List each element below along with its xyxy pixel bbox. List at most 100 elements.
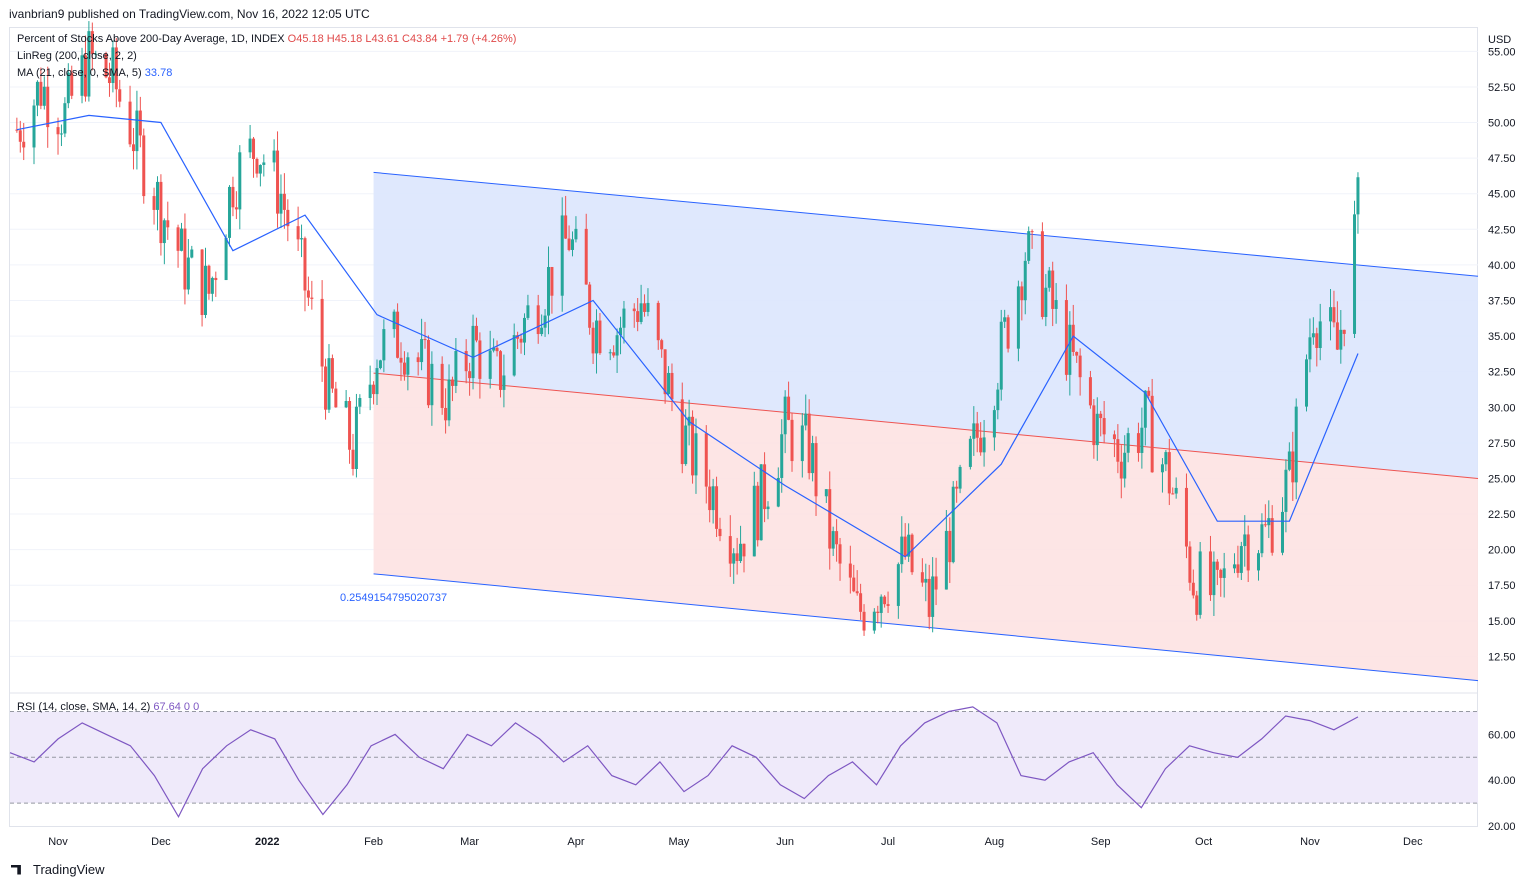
price-tick-label: 17.50 (1488, 580, 1516, 592)
candle-body (718, 528, 722, 537)
candle-body (1342, 329, 1346, 334)
candle-body (691, 416, 695, 476)
candle-body (975, 423, 979, 438)
price-tick-label: 15.00 (1488, 616, 1516, 628)
candle-body (982, 437, 986, 453)
candle-body (300, 238, 304, 240)
candle-body (375, 368, 379, 395)
channel-upper-fill (373, 172, 1479, 479)
candle-body (128, 101, 132, 145)
candle-body (522, 317, 526, 343)
candle-body (632, 308, 636, 312)
candle-body (732, 553, 736, 564)
candle-body (423, 339, 427, 341)
candle-body (900, 536, 904, 565)
candle-body (536, 305, 540, 335)
candle-body (879, 596, 883, 613)
candle-body (526, 305, 530, 318)
candle-body (903, 536, 907, 557)
candle-body (1260, 524, 1264, 554)
candle-body (992, 410, 996, 438)
candle-body (560, 215, 564, 296)
candle-body (464, 351, 468, 372)
candle-body (1246, 534, 1250, 571)
candle-body (1232, 564, 1236, 569)
candle-body (1308, 337, 1312, 360)
candle-body (282, 193, 286, 210)
candle-body (39, 81, 43, 106)
candle-body (787, 396, 791, 420)
candle-body (1311, 333, 1315, 338)
rsi-polyline (9, 706, 1359, 819)
candle-body (1219, 569, 1223, 578)
candle-body (584, 228, 588, 285)
candle-body (1171, 493, 1175, 495)
candle-body (416, 357, 420, 363)
candle-body (399, 357, 403, 363)
ma-polyline (16, 114, 1359, 558)
legend-rsi-label: RSI (14, close, SMA, 14, 2) (17, 701, 151, 713)
candle-body (368, 384, 372, 398)
price-tick-label: 12.50 (1488, 651, 1516, 663)
candle-body (639, 303, 643, 322)
candle-body (296, 226, 300, 240)
candle-body (310, 297, 314, 299)
candle-body (248, 138, 252, 153)
candle-body (1284, 469, 1288, 512)
candle-body (776, 477, 780, 507)
candle-body (183, 228, 187, 290)
legend-linreg-label: LinReg (200, close, 2, 2) (17, 50, 137, 62)
candle-body (896, 564, 900, 606)
candle-body (358, 397, 362, 407)
legend-main: Percent of Stocks Above 200-Day Average,… (17, 33, 516, 45)
candle-body (800, 425, 804, 462)
candle-body (1003, 317, 1007, 322)
candle-body (595, 320, 599, 354)
candle-body (207, 265, 211, 294)
candle-body (1092, 405, 1096, 446)
candle-body (1006, 317, 1010, 349)
candle-body (118, 89, 122, 102)
channel-upper-line (373, 171, 1479, 277)
candle-body (543, 315, 547, 328)
candle-body (728, 536, 732, 564)
candle-body (872, 611, 876, 631)
candle-body (344, 400, 348, 408)
price-tick-label: 22.50 (1488, 509, 1516, 521)
candle-body (66, 72, 70, 104)
legend-ohlc: O45.18 H45.18 L43.61 C43.84 +1.79 (+4.26… (287, 33, 517, 45)
candle-body (1212, 561, 1216, 596)
candle-body (440, 363, 444, 408)
candle-body (135, 110, 139, 152)
legend-ma-label: MA (21, close, 0, SMA, 5) (17, 67, 142, 79)
candle-body (1064, 300, 1068, 375)
candle-body (498, 351, 502, 390)
candle-body (15, 129, 19, 131)
candle-body (824, 489, 828, 497)
candle-body (1016, 286, 1020, 349)
candle-body (1023, 260, 1027, 301)
candle-body (478, 340, 482, 379)
candle-body (252, 138, 256, 159)
rsi-tick-label: 40.00 (1488, 775, 1516, 787)
candle-body (131, 144, 135, 152)
candle-body (1030, 231, 1034, 233)
candle-body (255, 158, 259, 174)
time-tick-label: Mar (460, 836, 479, 848)
rsi-band (10, 711, 1478, 804)
candle-body (35, 81, 39, 106)
candle-body (138, 110, 142, 136)
candle-body (763, 464, 767, 510)
candle-body (656, 302, 660, 341)
candle-body (766, 506, 770, 510)
candle-body (855, 591, 859, 594)
candle-body (327, 358, 331, 410)
candle-body (1078, 355, 1082, 378)
candle-body (1315, 333, 1319, 349)
candle-body (444, 407, 448, 421)
candle-body (756, 485, 760, 541)
rsi-tick-label: 60.00 (1488, 729, 1516, 741)
time-tick-label: Feb (364, 836, 383, 848)
candle-body (1126, 433, 1130, 453)
